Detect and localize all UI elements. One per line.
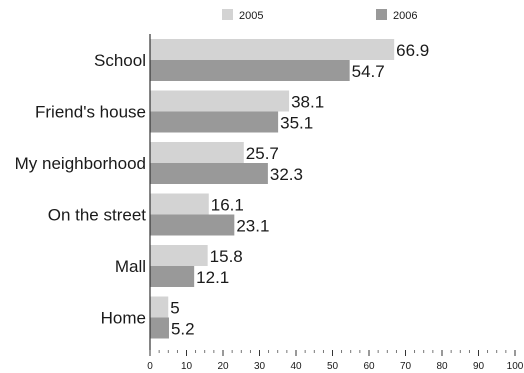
x-tick-label-10: 10 (181, 361, 193, 372)
category-label-my-neighborhood: My neighborhood (15, 154, 146, 173)
value-label-on-the-street-2005: 16.1 (211, 196, 244, 215)
plot-area: School 66.9 54.7 Friend's house 38.1 35.1 My n… (15, 39, 429, 339)
x-tick-label-80: 80 (436, 361, 448, 372)
value-label-home-2005: 5 (170, 299, 179, 318)
value-label-my-neighborhood-2005: 25.7 (246, 144, 279, 163)
value-label-school-2005: 66.9 (396, 41, 429, 60)
value-label-on-the-street-2006: 23.1 (236, 217, 269, 236)
bar-home-2005 (150, 296, 169, 318)
bar-mall-2006 (150, 266, 195, 287)
legend-swatch-2006 (376, 9, 387, 20)
category-label-school: School (94, 51, 146, 70)
bar-mall-2005 (150, 245, 208, 266)
x-tick-label-50: 50 (327, 361, 339, 372)
value-label-mall-2006: 12.1 (196, 268, 229, 287)
x-axis: 0 10 20 30 40 50 60 70 80 90 100 (147, 34, 524, 372)
bar-home-2006 (150, 317, 169, 339)
bar-school-2006 (150, 60, 350, 81)
category-label-on-the-street: On the street (48, 206, 147, 225)
x-tick-label-30: 30 (254, 361, 266, 372)
category-label-mall: Mall (115, 257, 146, 276)
x-tick-label-40: 40 (290, 361, 302, 372)
value-label-school-2006: 54.7 (352, 62, 385, 81)
bar-my-neighborhood-2005 (150, 142, 244, 163)
bar-on-the-street-2005 (150, 193, 209, 215)
value-label-mall-2005: 15.8 (210, 247, 243, 266)
value-label-my-neighborhood-2006: 32.3 (270, 165, 303, 184)
category-label-home: Home (101, 309, 146, 328)
x-tick-label-60: 60 (363, 361, 375, 372)
legend-label-2006: 2006 (393, 10, 417, 22)
value-label-home-2006: 5.2 (171, 320, 195, 339)
bar-friend-s-house-2006 (150, 111, 279, 133)
x-tick-label-70: 70 (400, 361, 412, 372)
category-label-friend-s-house: Friend's house (35, 103, 146, 122)
bar-friend-s-house-2005 (150, 90, 290, 112)
bar-on-the-street-2006 (150, 214, 235, 236)
bar-my-neighborhood-2006 (150, 163, 268, 184)
value-label-friend-s-house-2006: 35.1 (280, 114, 313, 133)
value-label-friend-s-house-2005: 38.1 (291, 93, 324, 112)
x-tick-label-100: 100 (507, 361, 524, 372)
x-tick-label-0: 0 (147, 361, 153, 372)
x-tick-label-20: 20 (217, 361, 229, 372)
legend: 2005 2006 (222, 9, 417, 22)
legend-label-2005: 2005 (239, 10, 263, 22)
x-tick-label-90: 90 (473, 361, 485, 372)
legend-swatch-2005 (222, 9, 233, 20)
bar-school-2005 (150, 39, 395, 60)
